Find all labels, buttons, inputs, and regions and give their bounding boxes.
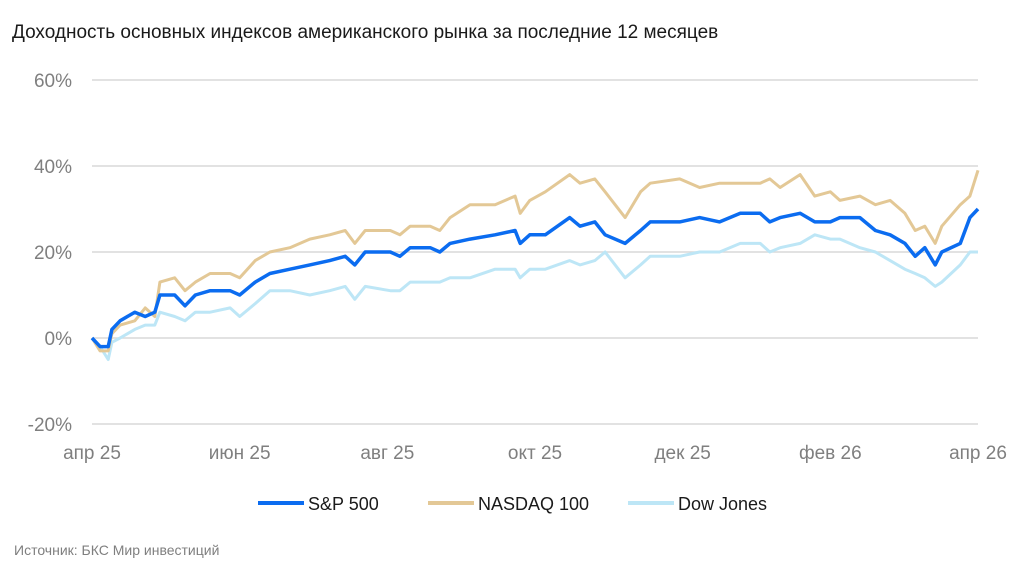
y-tick-label: 20% [34,243,72,264]
legend-label: Dow Jones [678,494,767,514]
y-tick-label: 40% [34,157,72,178]
x-axis: апр 25 июн 25 авг 25 окт 25 дек 25 фев 26 апр … [63,443,1007,464]
legend-item: NASDAQ 100 [428,494,589,514]
series-line-s-p-500 [90,207,980,349]
legend-label: NASDAQ 100 [478,494,589,514]
x-tick-label: окт 25 [508,443,562,464]
y-tick-label: -20% [28,415,72,436]
x-tick-label: апр 26 [949,443,1007,464]
x-tick-label: авг 25 [360,443,414,464]
legend-label: S&P 500 [308,494,379,514]
source-note: Источник: БКС Мир инвестиций [14,542,219,558]
series-line-dow-jones [90,233,978,361]
series-lines [90,169,980,361]
series-line-nasdaq-100 [90,169,980,353]
y-tick-label: 60% [34,71,72,92]
x-tick-label: фев 26 [799,443,862,464]
x-tick-label: дек 25 [654,443,710,464]
y-axis: 60% 40% 20% 0% -20% [28,71,72,436]
legend: S&P 500 NASDAQ 100 Dow Jones [258,494,767,514]
chart-title: Доходность основных индексов американско… [12,22,718,43]
legend-item: S&P 500 [258,494,379,514]
gridlines [92,79,978,425]
y-tick-label: 0% [45,329,73,350]
x-tick-label: июн 25 [209,443,271,464]
legend-item: Dow Jones [628,494,767,514]
x-tick-label: апр 25 [63,443,121,464]
